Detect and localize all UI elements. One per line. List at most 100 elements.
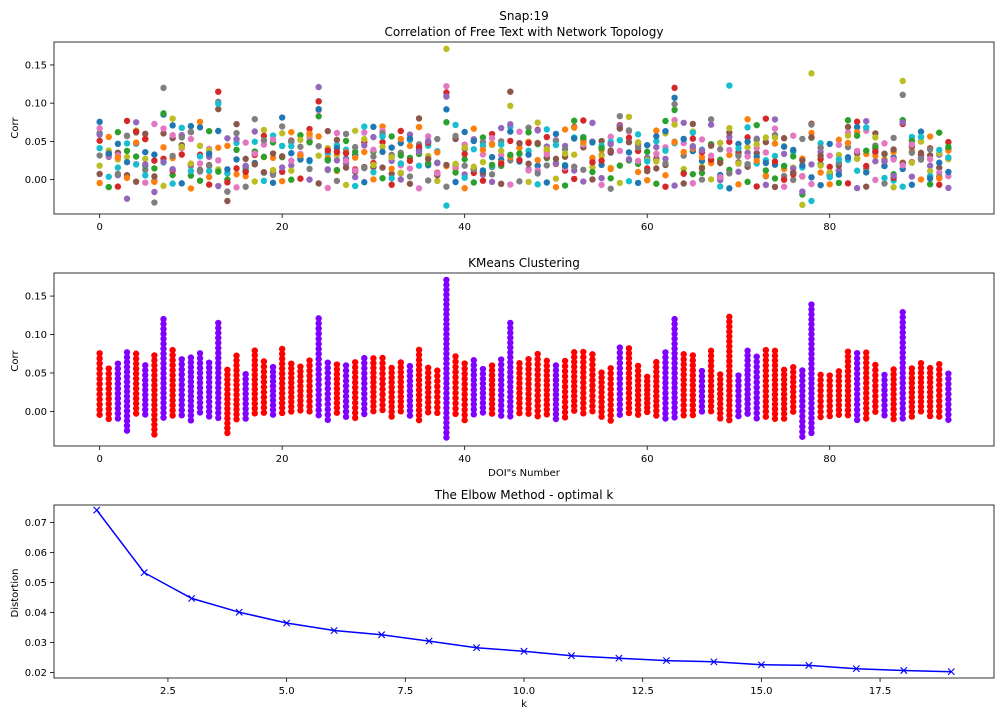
kmeans-point <box>306 367 313 374</box>
correlation-point <box>790 132 797 139</box>
kmeans-point <box>415 356 423 364</box>
kmeans-point <box>388 384 395 391</box>
kmeans-point <box>315 401 322 409</box>
kmeans-point <box>260 409 268 416</box>
kmeans-point <box>205 413 213 420</box>
kmeans-point <box>863 410 870 417</box>
kmeans-point <box>662 384 669 392</box>
kmeans-point <box>662 415 669 422</box>
correlation-point <box>196 177 204 184</box>
correlation-point <box>881 150 888 157</box>
kmeans-point <box>726 328 733 335</box>
correlation-point <box>370 123 377 131</box>
kmeans-point <box>671 414 678 421</box>
correlation-point <box>863 169 870 176</box>
kmeans-point <box>315 366 322 373</box>
kmeans-point <box>452 374 459 381</box>
elbow-marker-stroke <box>235 608 243 616</box>
kmeans-point <box>142 391 149 399</box>
kmeans-point <box>598 374 605 381</box>
kmeans-point <box>589 356 596 363</box>
kmeans-point <box>853 396 861 403</box>
kmeans-point <box>142 401 149 408</box>
kmeans-point <box>735 372 742 379</box>
correlation-point <box>278 153 286 160</box>
kmeans-point <box>561 409 569 416</box>
kmeans-point <box>662 394 669 402</box>
kmeans-point <box>534 402 541 410</box>
kmeans-point <box>561 357 569 365</box>
kmeans-point <box>278 355 286 363</box>
kmeans-point <box>488 371 496 379</box>
correlation-y-tick-label: 0.05 <box>25 137 47 148</box>
kmeans-point <box>744 362 751 369</box>
kmeans-point <box>233 362 240 369</box>
kmeans-point <box>361 385 368 392</box>
kmeans-point <box>552 367 560 374</box>
kmeans-point <box>899 400 906 407</box>
correlation-point <box>945 154 952 161</box>
kmeans-point <box>351 394 359 401</box>
kmeans-point <box>680 391 687 399</box>
kmeans-point <box>525 375 532 383</box>
kmeans-point <box>707 402 715 410</box>
elbow-point-marker <box>235 608 243 616</box>
kmeans-point <box>443 296 450 303</box>
kmeans-point <box>881 381 888 389</box>
kmeans-point <box>698 383 706 390</box>
correlation-point <box>306 165 313 173</box>
kmeans-point <box>160 370 167 377</box>
correlation-point <box>936 181 943 188</box>
kmeans-point <box>160 394 167 402</box>
correlation-point <box>589 154 596 162</box>
kmeans-point <box>552 376 560 384</box>
kmeans-point <box>397 369 404 376</box>
correlation-point <box>899 119 906 126</box>
kmeans-point <box>826 412 833 420</box>
kmeans-point <box>151 362 158 369</box>
correlation-point <box>589 139 596 146</box>
correlation-point <box>881 157 888 165</box>
kmeans-point <box>570 397 578 405</box>
correlation-point <box>187 185 195 192</box>
correlation-point <box>315 133 322 140</box>
kmeans-point <box>151 421 158 428</box>
kmeans-point <box>680 401 687 409</box>
kmeans-point <box>890 386 897 393</box>
kmeans-point <box>443 330 450 338</box>
kmeans-point <box>306 403 313 410</box>
kmeans-point <box>552 401 560 408</box>
kmeans-point <box>315 361 322 368</box>
kmeans-point <box>507 368 514 376</box>
kmeans-point <box>288 389 295 396</box>
kmeans-point <box>671 315 678 323</box>
correlation-point <box>278 114 286 121</box>
correlation-point <box>598 157 605 164</box>
kmeans-point <box>205 393 213 401</box>
kmeans-point <box>187 364 195 371</box>
kmeans-point <box>680 407 687 414</box>
kmeans-point <box>552 391 560 398</box>
elbow-marker-stroke <box>947 668 955 676</box>
kmeans-point <box>863 379 870 387</box>
correlation-point <box>644 141 651 149</box>
correlation-point <box>881 140 888 147</box>
kmeans-point <box>278 360 286 367</box>
kmeans-point <box>178 371 185 378</box>
kmeans-point <box>351 409 359 417</box>
kmeans-point <box>534 407 541 415</box>
kmeans-point <box>790 378 797 386</box>
kmeans-point <box>397 364 404 371</box>
kmeans-point <box>945 406 952 413</box>
kmeans-point <box>936 402 943 410</box>
correlation-point <box>132 161 140 168</box>
kmeans-x-tick-label: 80 <box>823 454 836 465</box>
kmeans-point <box>288 379 295 387</box>
kmeans-point <box>269 363 277 371</box>
correlation-point <box>680 135 687 143</box>
kmeans-point <box>808 311 815 318</box>
correlation-point <box>653 150 660 157</box>
kmeans-point <box>561 398 569 406</box>
kmeans-point <box>543 367 551 374</box>
kmeans-point <box>726 338 733 345</box>
